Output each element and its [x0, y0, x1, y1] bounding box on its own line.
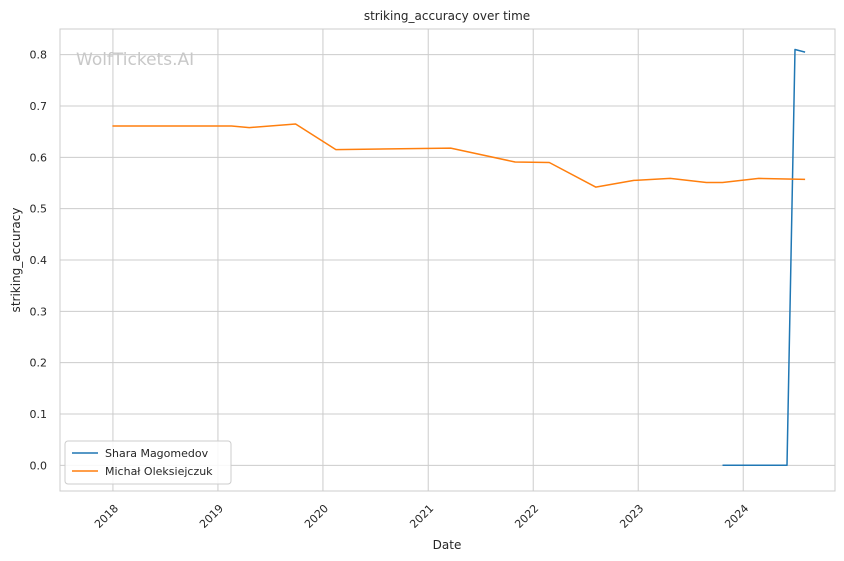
watermark-text: WolfTickets.AI — [76, 50, 194, 70]
y-tick-label: 0.4 — [30, 254, 48, 267]
y-tick-label: 0.6 — [30, 151, 48, 164]
legend-label-shara: Shara Magomedov — [105, 447, 209, 460]
y-tick-label: 0.7 — [30, 100, 48, 113]
y-tick-label: 0.3 — [30, 305, 48, 318]
y-tick-label: 0.8 — [30, 49, 48, 62]
y-tick-label: 0.0 — [30, 459, 48, 472]
x-axis-label: Date — [433, 538, 462, 552]
y-tick-label: 0.1 — [30, 408, 48, 421]
y-tick-label: 0.5 — [30, 203, 48, 216]
chart-title: striking_accuracy over time — [364, 9, 530, 23]
y-tick-labels: 0.0 0.1 0.2 0.3 0.4 0.5 0.6 0.7 0.8 — [30, 49, 48, 473]
y-tick-label: 0.2 — [30, 357, 48, 370]
y-axis-label: striking_accuracy — [9, 208, 23, 313]
legend-label-michal: Michał Oleksiejczuk — [105, 465, 213, 478]
legend: Shara Magomedov Michał Oleksiejczuk — [65, 441, 231, 484]
